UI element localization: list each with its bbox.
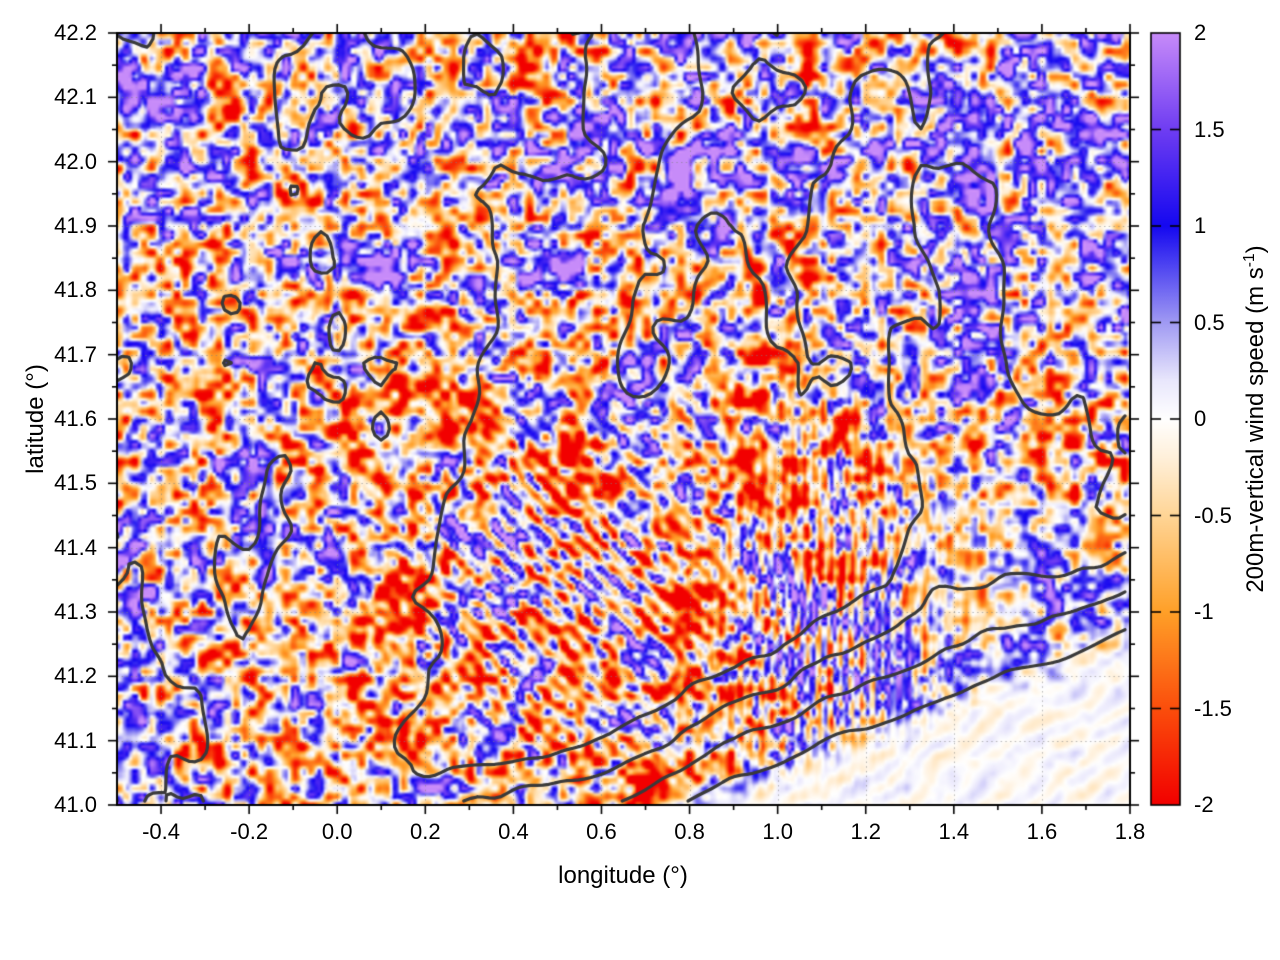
x-tick-label: 1.6 xyxy=(1026,819,1058,844)
colorbar-tick-label: -0.5 xyxy=(1194,502,1232,528)
y-tick-label: 41.6 xyxy=(54,406,97,431)
y-tick-label: 41.3 xyxy=(54,599,97,624)
y-tick-label: 41.5 xyxy=(54,470,97,496)
colorbar-tick-label: 0.5 xyxy=(1194,309,1225,335)
colorbar-title-sup: -1 xyxy=(1241,253,1258,268)
x-tick-label: 1.2 xyxy=(850,819,882,844)
x-tick-label: 1.4 xyxy=(938,819,970,844)
colorbar-tick-label: -2 xyxy=(1194,792,1214,817)
x-axis-title: longitude (°) xyxy=(423,861,823,891)
y-tick-label: 41.0 xyxy=(54,792,97,817)
y-tick-label: 41.2 xyxy=(54,663,97,689)
y-tick-label: 41.8 xyxy=(54,277,97,303)
x-tick-label: 0.6 xyxy=(586,819,617,844)
colorbar-title-close: ) xyxy=(1242,245,1269,254)
x-tick-label: -0.4 xyxy=(142,819,180,844)
colorbar-tick-label: 2 xyxy=(1194,20,1207,45)
x-axis-title-text: longitude (°) xyxy=(558,862,688,889)
y-tick-label: 42.0 xyxy=(54,148,97,174)
x-tick-label: 0.4 xyxy=(498,819,529,844)
colorbar-tick-label: -1.5 xyxy=(1194,695,1232,721)
x-tick-label: 0.8 xyxy=(674,819,705,844)
x-tick-label: 1.0 xyxy=(762,819,793,844)
colorbar-tick-label: 1 xyxy=(1194,213,1207,238)
x-tick-label: 1.8 xyxy=(1114,819,1146,844)
y-tick-label: 41.4 xyxy=(54,534,97,560)
y-tick-label: 41.9 xyxy=(54,213,97,238)
colorbar-tick-label: -1 xyxy=(1194,599,1214,624)
y-tick-label: 41.1 xyxy=(54,727,97,753)
colorbar-tick-label: 0 xyxy=(1194,406,1207,431)
x-tick-label: 0.0 xyxy=(321,819,353,844)
y-tick-label: 41.7 xyxy=(54,341,97,367)
y-tick-label: 42.1 xyxy=(54,84,97,110)
y-tick-label: 42.2 xyxy=(54,20,97,45)
colorbar-tick-label: 1.5 xyxy=(1194,116,1225,142)
x-tick-label: -0.2 xyxy=(230,819,269,844)
x-tick-label: 0.2 xyxy=(410,819,441,844)
